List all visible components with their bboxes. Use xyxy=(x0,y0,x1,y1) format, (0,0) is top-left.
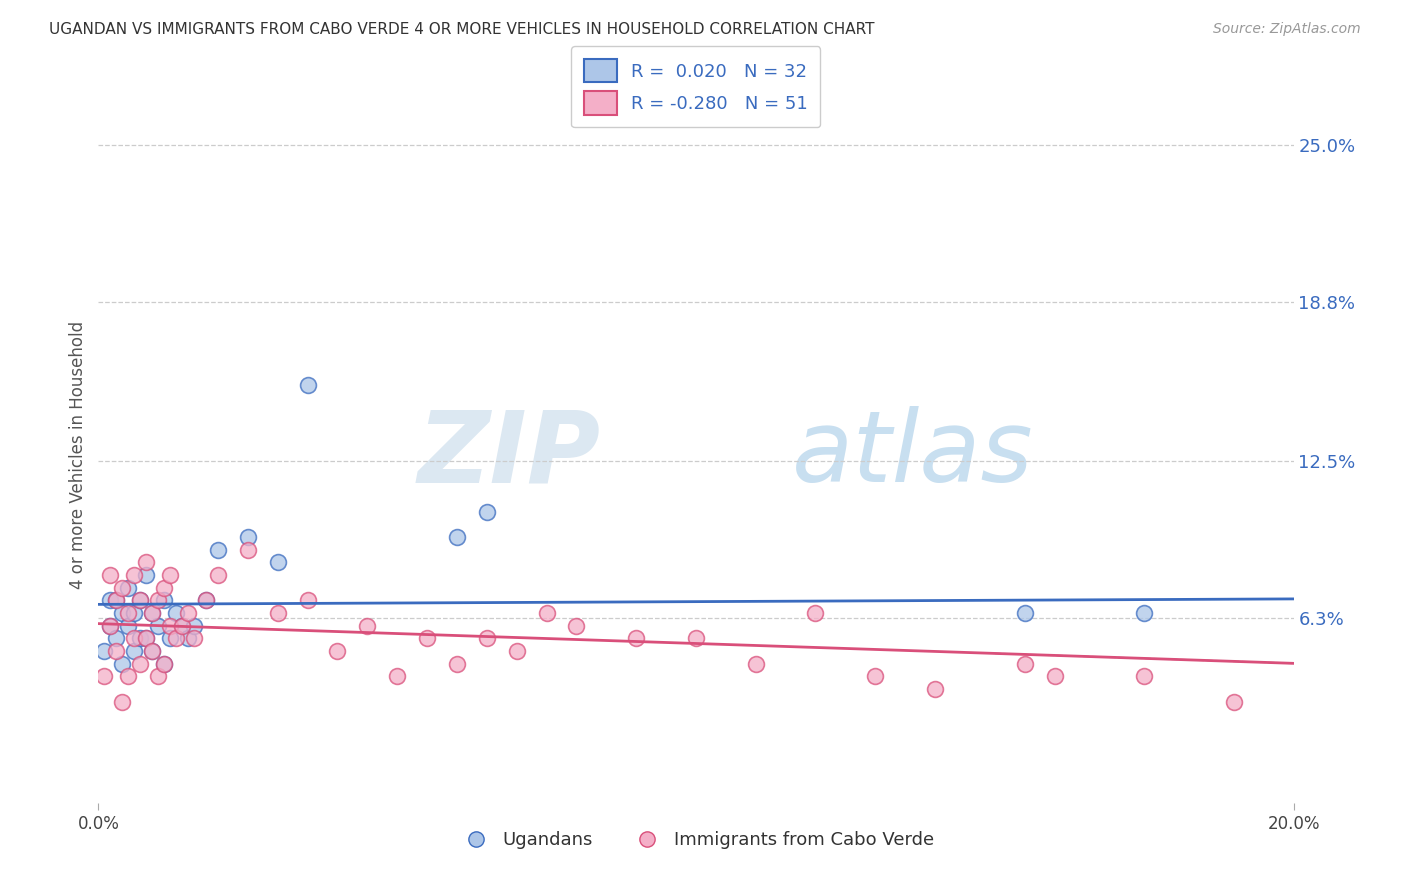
Point xyxy=(105,593,128,607)
Point xyxy=(153,581,176,595)
Point xyxy=(195,593,218,607)
Point xyxy=(267,556,290,570)
Point xyxy=(111,695,134,709)
Point xyxy=(865,669,887,683)
Point xyxy=(135,632,157,646)
Point xyxy=(141,644,163,658)
Point xyxy=(105,632,128,646)
Point xyxy=(159,568,181,582)
Point xyxy=(236,542,259,557)
Text: ZIP: ZIP xyxy=(418,407,600,503)
Point xyxy=(1014,606,1036,620)
Point xyxy=(153,657,176,671)
Point xyxy=(326,644,349,658)
Point xyxy=(506,644,529,658)
Point xyxy=(105,593,128,607)
Point xyxy=(177,632,200,646)
Point xyxy=(129,593,152,607)
Point xyxy=(135,556,157,570)
Point xyxy=(111,581,134,595)
Point xyxy=(172,618,194,632)
Point xyxy=(135,632,157,646)
Point xyxy=(356,618,378,632)
Point xyxy=(804,606,827,620)
Point xyxy=(207,542,229,557)
Point xyxy=(148,669,170,683)
Point xyxy=(475,632,498,646)
Point xyxy=(446,530,468,544)
Point xyxy=(98,568,122,582)
Point xyxy=(195,593,218,607)
Point xyxy=(153,657,176,671)
Point xyxy=(1133,606,1156,620)
Point xyxy=(536,606,558,620)
Point xyxy=(236,530,259,544)
Point xyxy=(117,581,139,595)
Text: Source: ZipAtlas.com: Source: ZipAtlas.com xyxy=(1213,22,1361,37)
Point xyxy=(117,618,139,632)
Point xyxy=(153,593,176,607)
Point xyxy=(1133,669,1156,683)
Point xyxy=(148,593,170,607)
Point xyxy=(297,378,319,392)
Point xyxy=(385,669,409,683)
Point xyxy=(124,644,146,658)
Point xyxy=(183,632,205,646)
Point xyxy=(1043,669,1066,683)
Point xyxy=(98,618,122,632)
Point xyxy=(124,606,146,620)
Point xyxy=(141,606,163,620)
Point xyxy=(267,606,290,620)
Point xyxy=(172,618,194,632)
Point xyxy=(148,618,170,632)
Point xyxy=(165,632,187,646)
Point xyxy=(177,606,200,620)
Point xyxy=(141,644,163,658)
Point xyxy=(135,568,157,582)
Point xyxy=(1223,695,1246,709)
Point xyxy=(416,632,439,646)
Point xyxy=(745,657,768,671)
Point xyxy=(685,632,707,646)
Point xyxy=(565,618,588,632)
Point xyxy=(98,593,122,607)
Point xyxy=(129,632,152,646)
Point xyxy=(124,568,146,582)
Point xyxy=(626,632,648,646)
Point xyxy=(165,606,187,620)
Point xyxy=(1014,657,1036,671)
Point xyxy=(111,657,134,671)
Point xyxy=(207,568,229,582)
Point xyxy=(98,618,122,632)
Point xyxy=(93,644,115,658)
Point xyxy=(111,606,134,620)
Point xyxy=(159,632,181,646)
Point xyxy=(129,657,152,671)
Text: atlas: atlas xyxy=(792,407,1033,503)
Point xyxy=(141,606,163,620)
Point xyxy=(924,681,946,696)
Point xyxy=(446,657,468,671)
Point xyxy=(93,669,115,683)
Point xyxy=(129,593,152,607)
Point xyxy=(117,669,139,683)
Point xyxy=(159,618,181,632)
Point xyxy=(124,632,146,646)
Point xyxy=(297,593,319,607)
Point xyxy=(183,618,205,632)
Legend: Ugandans, Immigrants from Cabo Verde: Ugandans, Immigrants from Cabo Verde xyxy=(450,824,942,856)
Text: UGANDAN VS IMMIGRANTS FROM CABO VERDE 4 OR MORE VEHICLES IN HOUSEHOLD CORRELATIO: UGANDAN VS IMMIGRANTS FROM CABO VERDE 4 … xyxy=(49,22,875,37)
Point xyxy=(105,644,128,658)
Point xyxy=(475,505,498,519)
Point xyxy=(117,606,139,620)
Y-axis label: 4 or more Vehicles in Household: 4 or more Vehicles in Household xyxy=(69,321,87,589)
